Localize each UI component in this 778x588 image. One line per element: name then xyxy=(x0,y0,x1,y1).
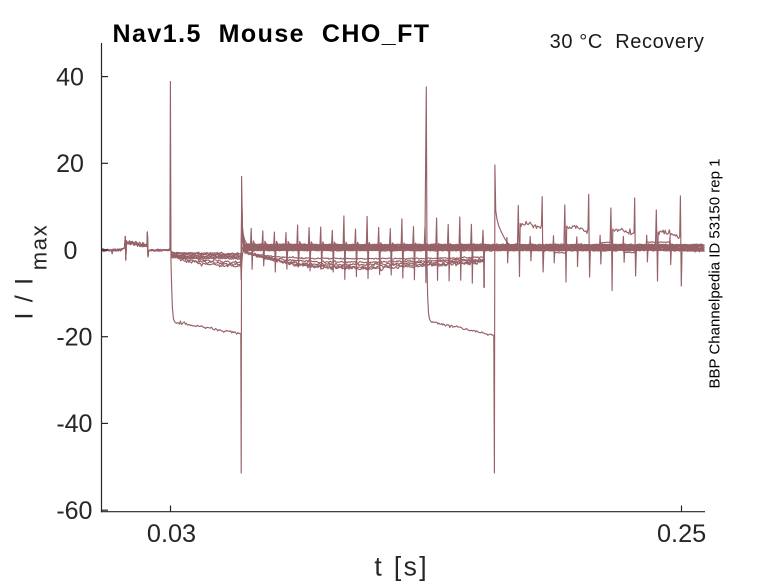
svg-text:-20: -20 xyxy=(56,324,92,352)
svg-text:40: 40 xyxy=(56,63,84,91)
svg-text:30 °C Recovery: 30 °C Recovery xyxy=(550,31,705,53)
svg-text:0: 0 xyxy=(64,237,78,265)
svg-text:0.03: 0.03 xyxy=(147,520,196,548)
svg-text:t [s]: t [s] xyxy=(374,552,429,582)
svg-text:-40: -40 xyxy=(56,410,92,438)
svg-text:0.25: 0.25 xyxy=(657,520,706,548)
svg-text:20: 20 xyxy=(56,150,84,178)
svg-text:BBP Channelpedia ID 53150 rep: BBP Channelpedia ID 53150 rep 1 xyxy=(707,159,724,389)
svg-text:-60: -60 xyxy=(56,497,92,525)
svg-text:Nav1.5 Mouse CHO_FT: Nav1.5 Mouse CHO_FT xyxy=(113,20,431,48)
